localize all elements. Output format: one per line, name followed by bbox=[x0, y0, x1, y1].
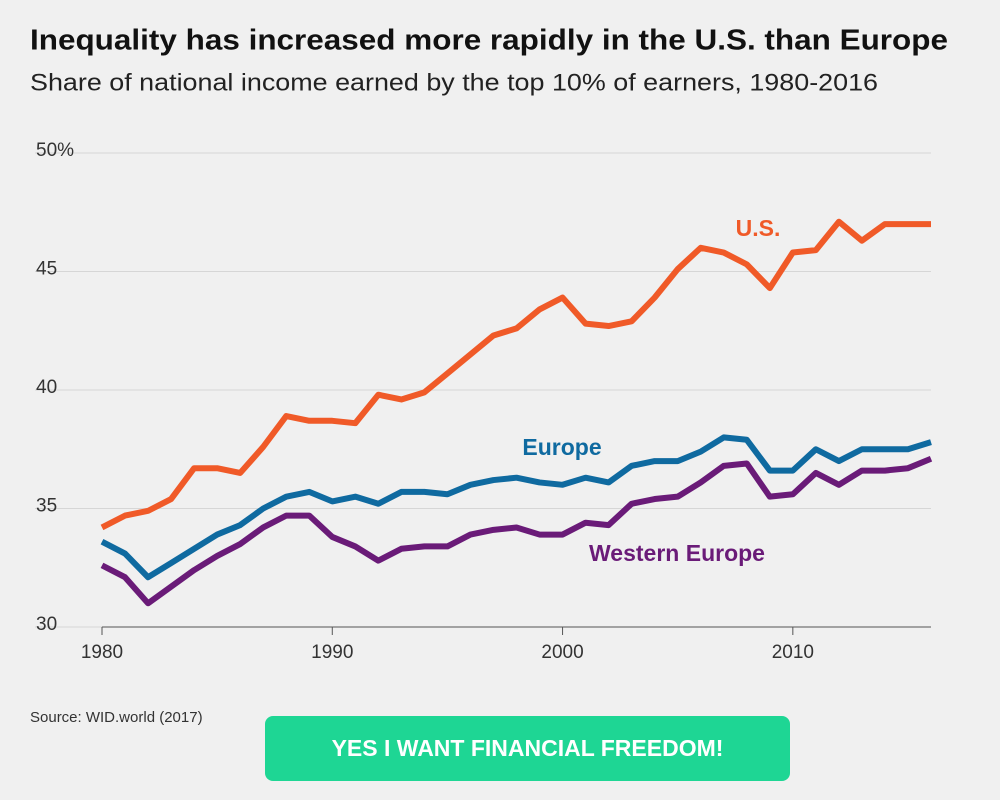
x-tick-label: 1980 bbox=[81, 642, 123, 663]
y-tick-label: 35 bbox=[36, 496, 57, 517]
series-label: U.S. bbox=[736, 215, 781, 241]
x-tick-label: 1990 bbox=[311, 642, 353, 663]
series-line bbox=[100, 218, 931, 531]
source: Source: WID.world (2017) bbox=[30, 709, 203, 726]
cta-button[interactable]: YES I WANT FINANCIAL FREEDOM! bbox=[265, 716, 790, 781]
series-label: Western Europe bbox=[589, 540, 765, 566]
chart-title: Inequality has increased more rapidly in… bbox=[30, 25, 948, 57]
chart-subtitle: Share of national income earned by the t… bbox=[30, 69, 878, 96]
y-tick-label: 30 bbox=[36, 614, 57, 635]
x-tick-label: 2000 bbox=[541, 642, 583, 663]
y-tick-label: 50% bbox=[36, 140, 74, 161]
y-tick-label: 45 bbox=[36, 259, 57, 280]
series-label: Europe bbox=[522, 434, 601, 460]
series-line bbox=[100, 455, 933, 607]
x-tick-label: 2010 bbox=[772, 642, 814, 663]
y-tick-label: 40 bbox=[36, 377, 57, 398]
series-line bbox=[100, 434, 932, 581]
